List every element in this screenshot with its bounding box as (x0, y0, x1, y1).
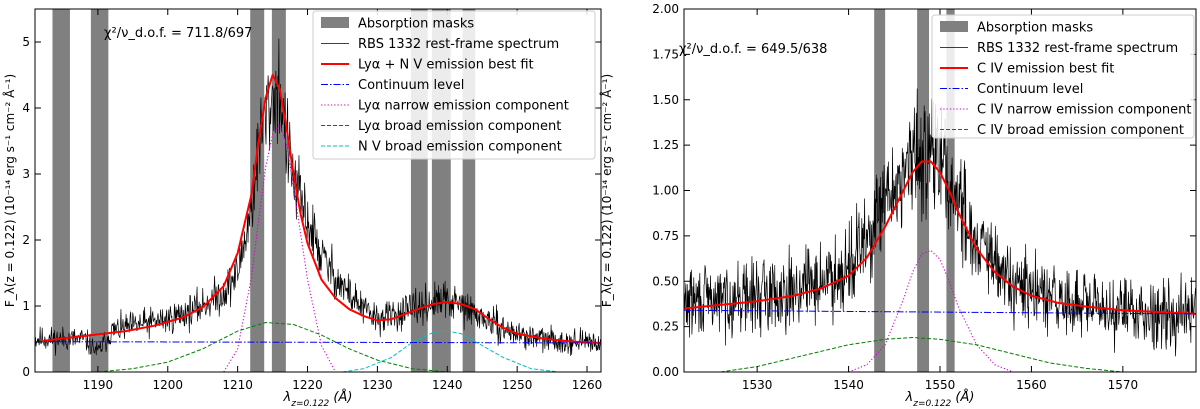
legend-label: RBS 1332 rest-frame spectrum (977, 41, 1178, 56)
x-tick-label: 1570 (1108, 378, 1139, 392)
y-tick-label: 1.75 (652, 47, 679, 61)
x-tick-label: 1210 (222, 378, 253, 392)
y-tick-label: 5 (22, 35, 30, 49)
legend-label: Lyα broad emission component (358, 119, 561, 134)
series-narrow (848, 249, 1014, 372)
series-continuum (684, 309, 1196, 315)
x-tick-label: 1190 (83, 378, 114, 392)
x-tick-label: 1240 (432, 378, 463, 392)
y-tick-label: 2.00 (652, 2, 679, 16)
series-broad (97, 322, 448, 372)
x-tick-label: 1540 (833, 378, 864, 392)
legend-label: C IV emission best fit (977, 62, 1114, 77)
legend-label: Lyα + N V emission best fit (358, 58, 534, 73)
y-tick-label: 0.25 (652, 320, 679, 334)
series-best-fit (41, 74, 601, 344)
absorption-mask (52, 9, 70, 372)
x-tick-label: 1530 (742, 378, 773, 392)
y-tick-label: 0.00 (652, 365, 679, 379)
y-tick-label: 0 (22, 365, 30, 379)
legend-swatch (321, 17, 349, 28)
x-tick-label: 1260 (572, 378, 603, 392)
series-nv (342, 330, 560, 372)
y-tick-label: 2 (22, 233, 30, 247)
y-tick-label: 0.75 (652, 229, 679, 243)
x-tick-label: 1550 (925, 378, 956, 392)
legend-label: N V broad emission component (358, 140, 562, 155)
x-tick-label: 1560 (1016, 378, 1047, 392)
legend-box (931, 14, 1195, 139)
right-panel: 1530 1540 1550 1560 1570 0.00 0.25 0.50 0.75 1.00… (599, 2, 1197, 409)
y-tick-label: 1.25 (652, 138, 679, 152)
x-tick-label: 1200 (152, 378, 183, 392)
y-axis-label: F_λ(z = 0.122) (10⁻¹⁴ erg s⁻¹ cm⁻² Å⁻¹) (2, 74, 17, 307)
y-axis-label: F_λ(z = 0.122) (10⁻¹⁴ erg s⁻¹ cm⁻² Å⁻¹) (599, 74, 614, 307)
y-tick-label: 1 (22, 299, 30, 313)
y-tick-label: 1.50 (652, 93, 679, 107)
fit-statistic-annotation: χ²/ν_d.o.f. = 649.5/638 (679, 42, 827, 57)
legend-label: C IV broad emission component (977, 123, 1184, 138)
series-narrow (223, 124, 336, 372)
legend-label: Continuum level (358, 78, 464, 93)
legend-label: Absorption masks (358, 17, 474, 32)
y-tick-label: 3 (22, 167, 30, 181)
y-tick-label: 0.50 (652, 274, 679, 288)
fit-statistic-annotation: χ²/ν_d.o.f. = 711.8/697 (104, 26, 252, 41)
legend-box (312, 10, 596, 160)
x-tick-label: 1220 (292, 378, 323, 392)
absorption-mask (90, 9, 109, 372)
left-panel: 1190 1200 1210 1220 1230 1240 1250 1260012345λz… (2, 8, 603, 409)
plot-frame (34, 8, 602, 373)
legend-label: RBS 1332 rest-frame spectrum (358, 37, 559, 52)
series-continuum (35, 341, 601, 344)
legend-label: Continuum level (977, 82, 1083, 97)
legend-swatch (940, 21, 968, 32)
legend-label: Absorption masks (977, 21, 1093, 36)
legend-label: C IV narrow emission component (977, 103, 1191, 118)
y-tick-label: 1.00 (652, 184, 679, 198)
legend-label: Lyα narrow emission component (358, 99, 569, 114)
x-tick-label: 1250 (502, 378, 533, 392)
x-tick-label: 1230 (362, 378, 393, 392)
series-best-fit (684, 160, 1196, 315)
y-tick-label: 4 (22, 101, 30, 115)
